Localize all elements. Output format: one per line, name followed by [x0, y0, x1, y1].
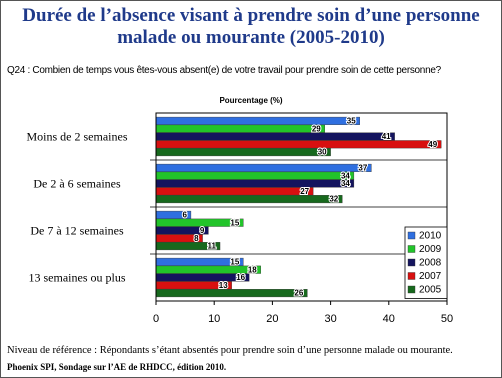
value-label: 29: [312, 124, 321, 133]
y-tick-label: De 2 à 6 semaines: [33, 176, 121, 190]
legend-label: 2008: [419, 258, 442, 269]
bar: [155, 187, 314, 196]
legend-swatch: [407, 285, 416, 294]
value-label: 9: [200, 226, 205, 235]
bar: [155, 289, 308, 298]
value-label: 16: [236, 273, 245, 282]
x-tick-label: 20: [266, 313, 278, 325]
value-label: 37: [358, 164, 367, 173]
y-tick-label: Moins de 2 semaines: [26, 129, 128, 143]
value-label: 13: [219, 281, 228, 290]
value-label: 11: [208, 242, 217, 251]
legend-label: 2007: [419, 271, 442, 282]
bar: [155, 171, 355, 180]
legend-label: 2010: [419, 231, 442, 242]
value-label: 32: [329, 195, 338, 204]
bar: [155, 273, 250, 282]
legend-swatch: [407, 245, 416, 253]
legend-swatch: [407, 231, 416, 240]
y-tick-label: De 7 à 12 semaines: [30, 223, 124, 237]
bar: [155, 148, 331, 157]
legend-label: 2005: [419, 285, 442, 296]
value-label: 35: [347, 117, 356, 126]
bar: [155, 163, 372, 172]
value-label: 27: [300, 187, 309, 196]
legend-swatch: [407, 272, 416, 280]
bar: [155, 124, 325, 133]
chart-title: Durée de l’absence visant à prendre soin…: [22, 5, 480, 48]
x-tick-label: 10: [208, 313, 220, 325]
x-tick-label: 50: [441, 313, 453, 325]
value-label: 15: [230, 218, 239, 227]
x-tick-label: 30: [324, 313, 336, 325]
value-label: 26: [294, 289, 303, 298]
chart-subtitle: Q24 : Combien de temps vous êtes-vous ab…: [7, 65, 441, 76]
bar: [155, 179, 355, 188]
bar: [155, 140, 442, 149]
value-label: 6: [182, 211, 187, 220]
legend-label: 2009: [419, 244, 442, 255]
value-label: 8: [194, 234, 199, 243]
value-label: 49: [428, 140, 437, 149]
value-label: 18: [248, 265, 257, 274]
y-tick-label: 13 semaines ou plus: [28, 270, 126, 284]
bar: [155, 116, 360, 125]
note: Niveau de référence : Répondants s’étant…: [7, 345, 453, 356]
x-axis-label: Pourcentage (%): [219, 96, 282, 105]
value-label: 30: [318, 148, 327, 157]
bar: [155, 195, 343, 204]
x-tick-label: 0: [153, 313, 159, 325]
x-tick-label: 40: [383, 313, 395, 325]
plot-border: [155, 112, 448, 302]
bar: [155, 132, 395, 141]
source: Phoenix SPI, Sondage sur l’AE de RHDCC, …: [7, 362, 227, 372]
value-label: 34: [341, 171, 350, 180]
value-label: 34: [341, 179, 350, 188]
value-label: 41: [382, 132, 391, 141]
legend-swatch: [407, 258, 416, 267]
value-label: 15: [230, 258, 239, 267]
